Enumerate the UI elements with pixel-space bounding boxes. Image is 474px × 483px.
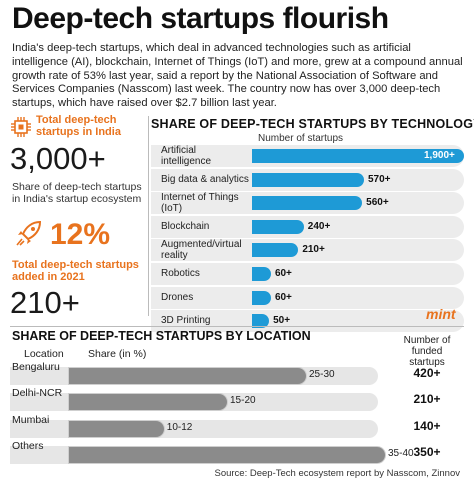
- tech-value-label: 570+: [368, 173, 391, 185]
- chip-icon: [11, 117, 31, 137]
- location-row: [10, 420, 378, 438]
- source-note: Source: Deep-Tech ecosystem report by Na…: [214, 468, 460, 479]
- mint-logo: mint: [426, 306, 456, 322]
- tech-category-label: Drones: [161, 291, 194, 303]
- tech-bar: [252, 196, 363, 211]
- funded-startups-value: 140+: [413, 419, 441, 433]
- tech-row: Drones 60+: [151, 286, 464, 309]
- tech-category-label: Robotics: [161, 268, 200, 279]
- location-label: Mumbai: [12, 414, 50, 426]
- tech-bar: [252, 172, 364, 187]
- share-value: 12%: [50, 218, 111, 251]
- location-label: Others: [12, 440, 44, 452]
- tech-value-label: 1,900+: [424, 150, 455, 161]
- funded-startups-value: 350+: [413, 445, 441, 459]
- location-label: Delhi-NCR: [12, 387, 63, 399]
- tech-row: Robotics 60+: [151, 263, 464, 285]
- location-chart-title: SHARE OF DEEP-TECH STARTUPS BY LOCATION: [12, 329, 311, 343]
- location-bar: [68, 393, 228, 411]
- funded-startups-value: 420+: [413, 366, 441, 380]
- location-range-label: 10-12: [166, 422, 193, 433]
- location-range-label: 25-30: [309, 369, 335, 380]
- location-label: Bengaluru: [12, 361, 60, 373]
- tech-bar: [252, 149, 464, 163]
- location-range-label: 35-40: [388, 448, 414, 459]
- page-title: Deep-tech startups flourish: [12, 2, 389, 35]
- tech-chart-title: SHARE OF DEEP-TECH STARTUPS BY TECHNOLOG…: [151, 117, 474, 131]
- tech-row: Blockchain 240+: [151, 215, 464, 238]
- tech-category-label: Big data & analytics: [161, 173, 249, 185]
- tech-bar: [252, 290, 271, 305]
- share-label: Share of deep-tech startups in India's s…: [12, 181, 142, 205]
- tech-bar: [252, 267, 271, 281]
- location-bar: [68, 367, 307, 385]
- total-startups-value: 3,000+: [10, 141, 106, 176]
- tech-chart-xlabel: Number of startups: [258, 133, 344, 144]
- tech-value-label: 560+: [366, 197, 389, 209]
- tech-row: Artificial intelligence 1,900+: [151, 145, 464, 167]
- tech-value-label: 60+: [274, 268, 292, 279]
- section-divider: [10, 326, 464, 327]
- tech-row: Internet of Things (IoT) 560+: [151, 192, 464, 215]
- location-chart-xlabel: Share (in %): [88, 348, 147, 360]
- tech-category-label: Augmented/virtual reality: [161, 239, 242, 262]
- added-startups-label: Total deep-tech startups added in 2021: [12, 259, 139, 283]
- tech-row: Big data & analytics 570+: [151, 168, 464, 191]
- tech-bar: [252, 314, 270, 329]
- tech-row: Augmented/virtual reality 210+: [151, 239, 464, 262]
- column-divider: [148, 116, 149, 316]
- tech-value-label: 240+: [307, 220, 331, 232]
- location-range-label: 15-20: [230, 395, 256, 406]
- total-startups-label: Total deep-tech startups in India: [36, 114, 121, 138]
- funded-startups-value: 210+: [413, 392, 441, 406]
- location-column-header: Location: [24, 348, 64, 360]
- rocket-icon: [16, 220, 42, 246]
- tech-value-label: 60+: [274, 291, 292, 303]
- tech-category-label: 3D Printing: [161, 315, 211, 327]
- tech-value-label: 210+: [302, 244, 325, 256]
- location-bar: [68, 420, 165, 438]
- tech-category-label: Internet of Things (IoT): [161, 192, 239, 215]
- added-startups-value: 210+: [10, 285, 80, 320]
- tech-bar: [252, 219, 304, 234]
- tech-category-label: Artificial intelligence: [161, 145, 212, 167]
- intro-paragraph: India's deep-tech startups, which deal i…: [12, 42, 463, 110]
- funded-column-header: Number of funded startups: [403, 335, 451, 368]
- tech-value-label: 50+: [273, 315, 291, 327]
- tech-category-label: Blockchain: [161, 220, 210, 232]
- tech-bar: [252, 243, 299, 258]
- location-bar: [68, 446, 386, 464]
